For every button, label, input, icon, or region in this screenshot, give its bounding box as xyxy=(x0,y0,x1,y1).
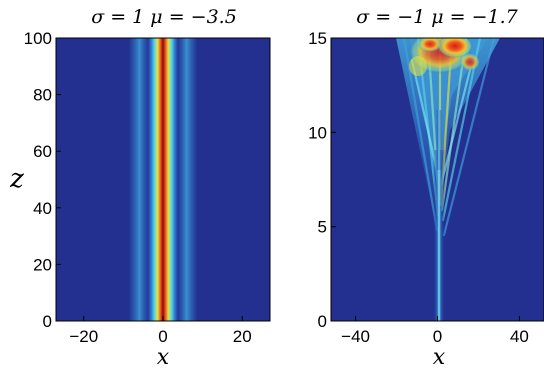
left-x-tick-label: 0 xyxy=(158,327,167,346)
right-heatmap xyxy=(331,38,544,321)
left-y-axis-ticks: 0 20 40 60 80 100 xyxy=(24,29,61,331)
left-y-tick-label: 20 xyxy=(33,255,52,274)
right-plot-title: σ = −1 μ = −1.7 xyxy=(356,6,518,28)
left-y-tick-label: 80 xyxy=(33,86,52,105)
left-x-axis-ticks: −20 0 20 xyxy=(69,316,252,346)
right-hot-spot-secondary xyxy=(418,38,442,52)
right-x-tick-label: −40 xyxy=(341,327,370,346)
right-x-tick-label: 40 xyxy=(510,327,529,346)
left-y-tick-label: 0 xyxy=(43,312,52,331)
right-y-tick-label: 10 xyxy=(308,123,327,142)
right-warm-spot xyxy=(409,56,427,76)
right-central-filament xyxy=(433,150,445,321)
right-hot-spot-main xyxy=(437,38,473,58)
left-y-axis-label: z xyxy=(9,164,24,194)
right-x-axis-ticks: −40 0 40 xyxy=(341,316,529,346)
right-y-tick-label: 0 xyxy=(318,312,327,331)
left-y-tick-label: 60 xyxy=(33,142,52,161)
right-y-tick-label: 5 xyxy=(318,218,327,237)
right-x-tick-label: 0 xyxy=(433,327,442,346)
right-streak xyxy=(439,68,472,187)
right-streak xyxy=(402,38,439,232)
right-y-tick-label: 15 xyxy=(308,29,327,48)
right-filament-upper xyxy=(436,110,442,170)
right-streak xyxy=(442,38,496,237)
right-plot-panel: σ = −1 μ = −1.7 −40 0 40 0 5 10 15 x xyxy=(308,6,544,369)
right-y-axis-ticks: 0 5 10 15 xyxy=(308,29,336,331)
right-hot-spot-side xyxy=(460,53,480,71)
left-y-tick-label: 40 xyxy=(33,199,52,218)
left-plot-panel: σ = 1 μ = −3.5 −20 0 20 0 20 40 60 80 100 x z xyxy=(9,6,271,369)
left-x-tick-label: −20 xyxy=(69,327,98,346)
right-x-axis-label: x xyxy=(433,345,446,369)
left-heatmap xyxy=(56,38,270,321)
left-y-tick-label: 100 xyxy=(24,29,52,48)
left-x-tick-label: 20 xyxy=(233,327,252,346)
left-x-axis-label: x xyxy=(157,345,170,369)
left-plot-title: σ = 1 μ = −3.5 xyxy=(91,6,237,28)
